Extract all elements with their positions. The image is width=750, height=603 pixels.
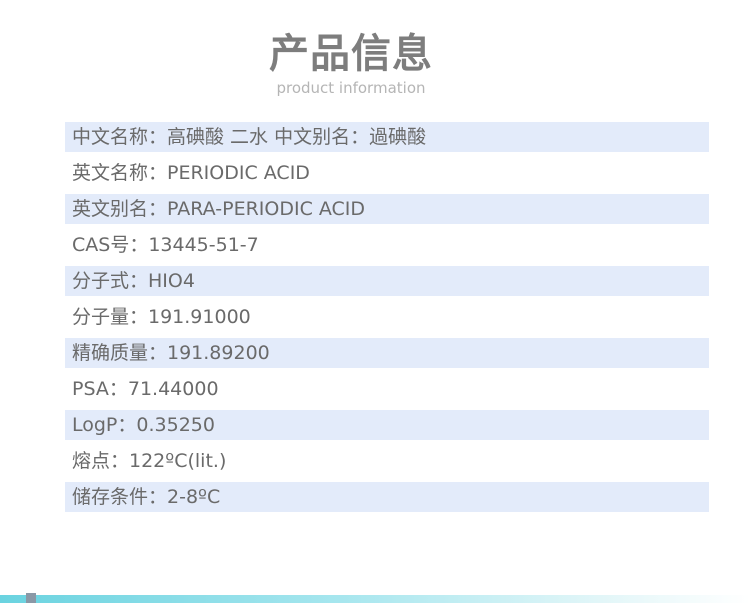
info-row-formula: 分子式：HIO4 [65, 266, 709, 296]
info-row-english-alias: 英文别名：PARA-PERIODIC ACID [65, 194, 709, 224]
info-row-cas: CAS号：13445-51-7 [72, 234, 259, 256]
info-row-chinese-name: 中文名称：高碘酸 二水 中文别名：過碘酸 [65, 122, 709, 152]
info-row-storage: 储存条件：2-8ºC [65, 482, 709, 512]
info-row-melting-point: 熔点：122ºC(lit.) [72, 450, 227, 472]
footer-marker [26, 593, 36, 603]
info-row-english-name: 英文名称：PERIODIC ACID [72, 162, 310, 184]
product-info-list: 中文名称：高碘酸 二水 中文别名：過碘酸 英文名称：PERIODIC ACID … [65, 122, 709, 518]
page-subtitle: product information [276, 79, 426, 97]
page-title: 产品信息 [269, 31, 433, 77]
info-row-molecular-weight: 分子量：191.91000 [72, 306, 251, 328]
footer-accent-bar [0, 595, 750, 603]
info-row-exact-mass: 精确质量：191.89200 [65, 338, 709, 368]
info-row-logp: LogP：0.35250 [65, 410, 709, 440]
info-row-psa: PSA：71.44000 [72, 378, 219, 400]
